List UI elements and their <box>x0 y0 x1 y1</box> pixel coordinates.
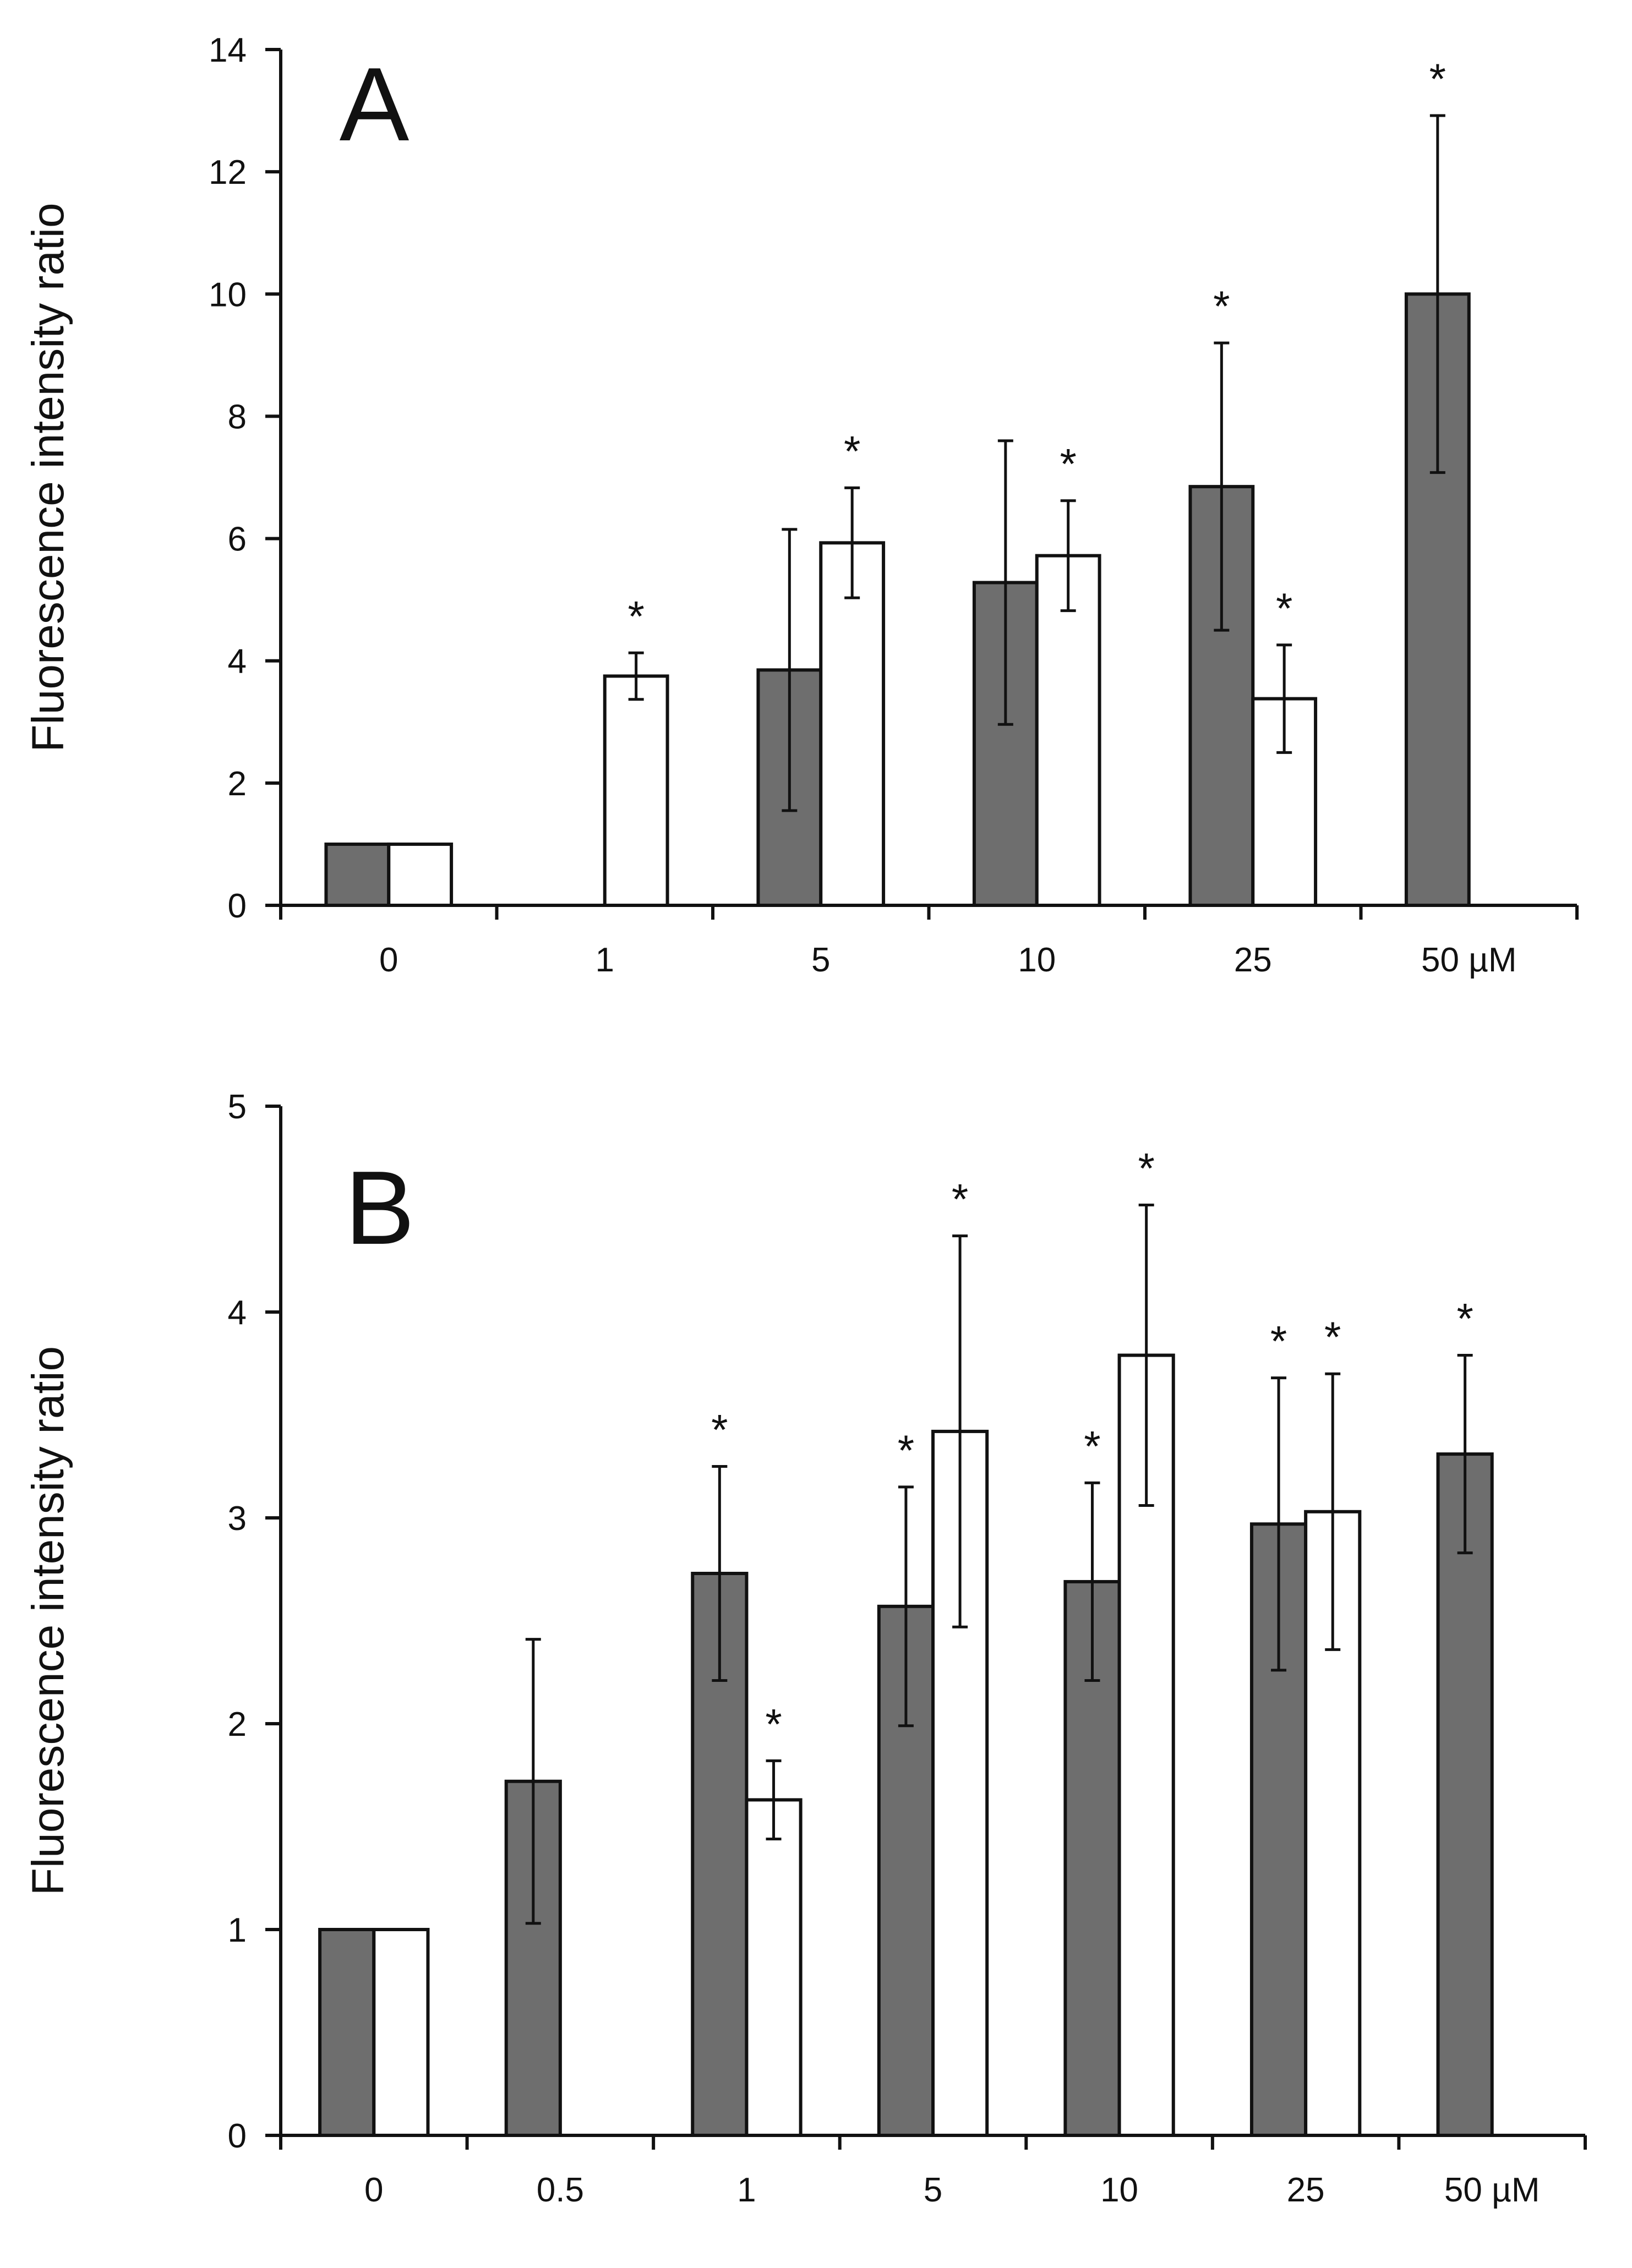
panel-a-x-tick-label: 1 <box>596 941 614 979</box>
panel-b-x-tick-label: 0.5 <box>537 2171 584 2209</box>
panel-b-y-tick-label: 4 <box>228 1294 247 1332</box>
panel-b-y-tick-label: 1 <box>228 1911 247 1949</box>
panel-b-significance-mark: * <box>898 1426 914 1474</box>
panel-b-significance-mark: * <box>1084 1422 1100 1470</box>
panel-a-x-tick-label: 5 <box>811 941 830 979</box>
panel-b-significance-mark: * <box>1138 1144 1154 1193</box>
panel-b-significance-mark: * <box>1456 1294 1473 1343</box>
panel-a-y-tick-label: 6 <box>228 521 247 559</box>
panel-b-x-tick-label: 10 <box>1100 2171 1138 2209</box>
panel-a-x-tick-label: 25 <box>1234 941 1272 979</box>
panel-a-y-tick-label: 14 <box>209 31 247 69</box>
panel-a-significance-mark: * <box>844 427 860 475</box>
panel-b-panel-letter: B <box>345 1150 415 1266</box>
panel-a-x-tick-label: 10 <box>1018 941 1056 979</box>
panel-a-bar-gray <box>324 842 391 908</box>
panel-b-bar-gray <box>1436 1452 1494 2137</box>
panel-a-bar-white <box>603 674 669 908</box>
panel-b-significance-mark: * <box>711 1406 728 1454</box>
panel-a-significance-mark: * <box>1060 440 1076 488</box>
panel-a-significance-mark: * <box>627 592 644 640</box>
panel-b-y-tick-label: 2 <box>228 1706 247 1744</box>
panel-b-x-tick-label: 1 <box>737 2171 756 2209</box>
panel-a-bar-white <box>1035 554 1101 907</box>
panel-a-bar-white <box>819 541 886 907</box>
panel-b-y-tick-label: 0 <box>228 2117 247 2155</box>
panel-a-bar-white <box>387 842 454 908</box>
panel-b-significance-mark: * <box>1270 1317 1287 1365</box>
panel-b-y-tick-label: 3 <box>228 1500 247 1538</box>
panel-b-y-axis-title: Fluorescence intensity ratio <box>23 1346 73 1895</box>
panel-b-x-tick-label: 25 <box>1287 2171 1325 2209</box>
panel-a-panel-letter: A <box>340 46 410 163</box>
panel-a-x-tick-label: 50 µM <box>1421 941 1517 979</box>
panel-b-bar-gray <box>504 1779 562 2137</box>
panel-a-y-axis-title: Fluorescence intensity ratio <box>23 203 73 752</box>
panel-a-significance-mark: * <box>1276 584 1292 632</box>
panel-b-x-tick-label: 0 <box>364 2171 383 2209</box>
panel-a-x-tick-label: 0 <box>379 941 398 979</box>
panel-a-y-tick-label: 0 <box>228 887 247 925</box>
panel-b-y-tick-label: 5 <box>228 1088 247 1126</box>
panel-a-y-tick-label: 4 <box>228 643 247 681</box>
panel-b-significance-mark: * <box>952 1175 968 1223</box>
panel-b-bar-white <box>372 1928 430 2137</box>
panel-a-significance-mark: * <box>1429 54 1446 103</box>
panel-b-x-tick-label: 50 µM <box>1444 2171 1540 2209</box>
panel-a-y-tick-label: 2 <box>228 765 247 803</box>
panel-b-x-tick-label: 5 <box>924 2171 942 2209</box>
panel-b-bar-gray <box>318 1928 376 2137</box>
panel-b-significance-mark: * <box>765 1699 782 1748</box>
panel-b-significance-mark: * <box>1324 1313 1341 1361</box>
panel-a-y-tick-label: 8 <box>228 398 247 436</box>
panel-a-y-tick-label: 10 <box>209 276 247 314</box>
panel-a-y-tick-label: 12 <box>209 154 247 192</box>
panel-b-bar-white <box>745 1798 803 2137</box>
panel-a-significance-mark: * <box>1213 282 1230 330</box>
